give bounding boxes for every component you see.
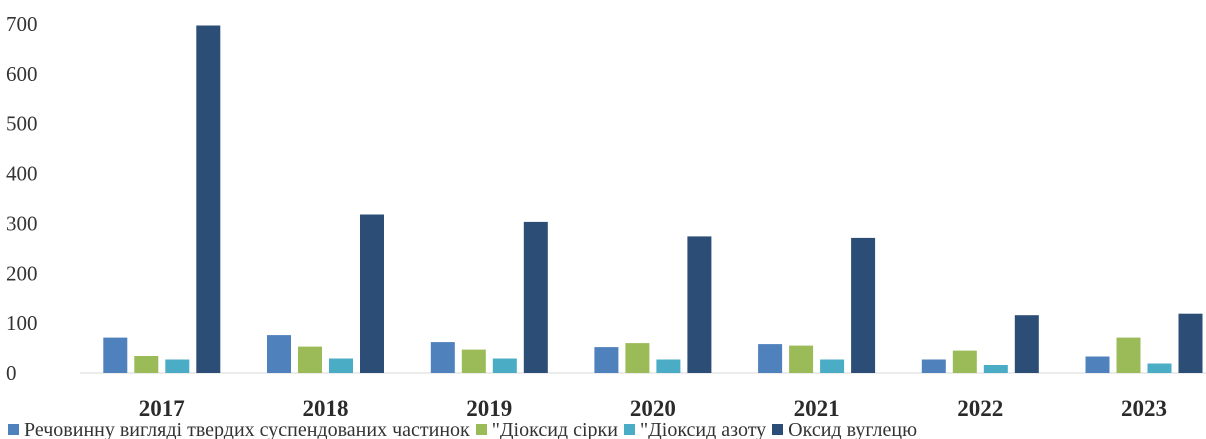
legend-item-2: "Діоксид сірки: [475, 419, 624, 439]
x-tick-label: 2022: [957, 396, 1003, 421]
bar-2018-series-3: [329, 358, 353, 373]
bar-2023-series-1: [1085, 356, 1110, 373]
y-tick-label: 0: [6, 361, 17, 385]
bar-2018-series-2: [298, 346, 322, 373]
legend-label: Оксид вуглецю: [788, 419, 918, 439]
bar-2019-series-3: [492, 358, 517, 373]
x-tick-label: 2020: [630, 396, 676, 421]
legend-item-4: Оксид вуглецю: [772, 420, 923, 439]
y-tick-label: 200: [6, 261, 38, 285]
bar-2017-series-3: [165, 359, 190, 373]
bar-2017-series-1: [103, 337, 128, 373]
bar-2021-series-2: [789, 345, 814, 373]
x-tick-label: 2023: [1121, 396, 1167, 421]
bar-2023-series-2: [1116, 337, 1141, 373]
bar-2023-series-4: [1178, 313, 1203, 373]
y-tick-label: 300: [6, 211, 38, 235]
x-tick-label: 2021: [794, 396, 840, 421]
bar-2020-series-1: [594, 347, 619, 373]
legend-swatch: [8, 424, 19, 435]
bar-2022-series-1: [921, 359, 946, 373]
legend-label: "Діоксид сірки: [491, 419, 618, 439]
x-tick-label: 2019: [466, 396, 512, 421]
bars-group: [103, 25, 1203, 373]
bar-2021-series-1: [758, 344, 783, 373]
legend-item-1: Речовинну вигляді твердих суспендованих …: [8, 420, 476, 439]
bar-2018-series-1: [267, 335, 291, 373]
y-tick-label: 500: [6, 112, 38, 136]
bar-2019-series-1: [430, 342, 455, 373]
bar-2019-series-2: [461, 349, 486, 373]
y-tick-label: 700: [6, 12, 38, 36]
legend-label: Речовинну вигляді твердих суспендованих …: [24, 419, 470, 439]
bar-2021-series-3: [820, 359, 845, 373]
y-tick-label: 400: [6, 162, 38, 186]
y-tick-label: 600: [6, 62, 38, 86]
x-tick-label: 2018: [303, 396, 349, 421]
bar-2017-series-4: [196, 25, 221, 373]
bar-2022-series-2: [952, 350, 977, 373]
bar-2021-series-4: [851, 237, 876, 373]
legend-swatch: [772, 424, 784, 435]
legend: Речовинну вигляді твердих суспендованих …: [8, 419, 923, 439]
x-tick-label: 2017: [139, 396, 185, 421]
legend-swatch: [623, 424, 635, 435]
bar-2018-series-4: [360, 214, 384, 373]
bar-2022-series-4: [1014, 315, 1039, 373]
x-axis-ticks: 2017 2018 2019 2020 2021 2022 2023: [139, 396, 1167, 421]
bar-2022-series-3: [983, 365, 1008, 373]
legend-label: "Діоксид азоту: [639, 419, 767, 439]
bar-2020-series-2: [625, 343, 650, 373]
legend-item-3: "Діоксид азоту: [623, 419, 772, 439]
y-axis-ticks: 0 100 200 300 400 500 600 700: [6, 12, 38, 385]
legend-swatch: [475, 424, 487, 435]
bar-2020-series-4: [687, 236, 712, 373]
bar-2020-series-3: [656, 359, 681, 373]
bar-2023-series-3: [1147, 363, 1172, 373]
y-tick-label: 100: [6, 311, 38, 335]
bar-2019-series-4: [523, 221, 548, 373]
bar-2017-series-2: [134, 356, 159, 373]
